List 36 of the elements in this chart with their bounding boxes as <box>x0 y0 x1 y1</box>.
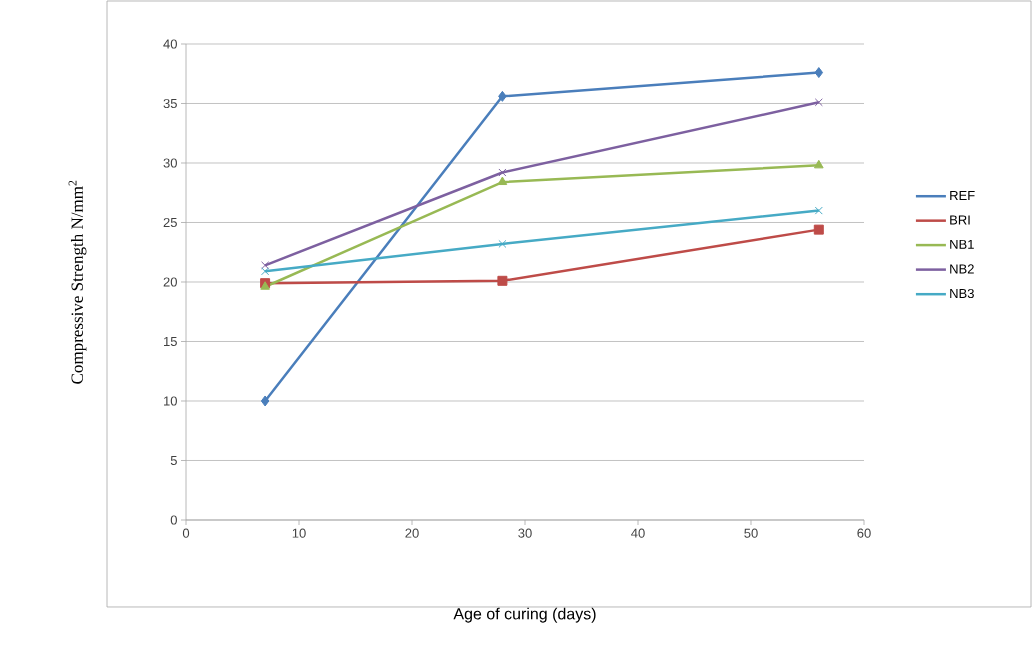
point <box>814 67 824 79</box>
x-tick-label: 50 <box>744 528 758 538</box>
y-tick-label: 35 <box>163 98 177 109</box>
y-tick-label: 40 <box>163 39 177 49</box>
point <box>498 239 507 248</box>
point <box>498 168 507 177</box>
point <box>497 275 508 286</box>
x-tick-label: 20 <box>405 528 419 538</box>
legend-label: NB2 <box>950 264 974 274</box>
legend-label: REF <box>950 191 975 200</box>
x-axis-title: Age of curing (days) <box>453 607 596 623</box>
y-tick-label: 30 <box>163 158 177 168</box>
point <box>261 267 270 276</box>
legend-label: NB3 <box>950 288 974 299</box>
legend-label: BRI <box>950 215 970 225</box>
point <box>813 224 824 235</box>
x-tick-label: 30 <box>518 528 532 538</box>
legend-label: NB1 <box>950 239 974 249</box>
x-tick-label: 10 <box>292 528 306 538</box>
x-tick-label: 0 <box>182 528 190 538</box>
x-tick-label: 60 <box>857 528 871 538</box>
point <box>814 98 823 107</box>
point <box>813 159 824 169</box>
y-tick-label: 20 <box>163 277 177 287</box>
y-tick-label: 10 <box>164 396 177 406</box>
y-tick-label: 0 <box>170 515 177 525</box>
y-axis-title: Compressive Strength N/mm$^{2}$ <box>68 180 87 384</box>
y-tick-label: 15 <box>164 336 177 347</box>
point <box>497 176 508 186</box>
point <box>498 90 507 102</box>
y-tick-label: 5 <box>170 455 177 466</box>
x-tick-label: 40 <box>631 528 645 538</box>
y-tick-label: 25 <box>163 217 177 228</box>
point <box>260 395 270 407</box>
point <box>814 206 823 215</box>
point <box>261 261 270 270</box>
